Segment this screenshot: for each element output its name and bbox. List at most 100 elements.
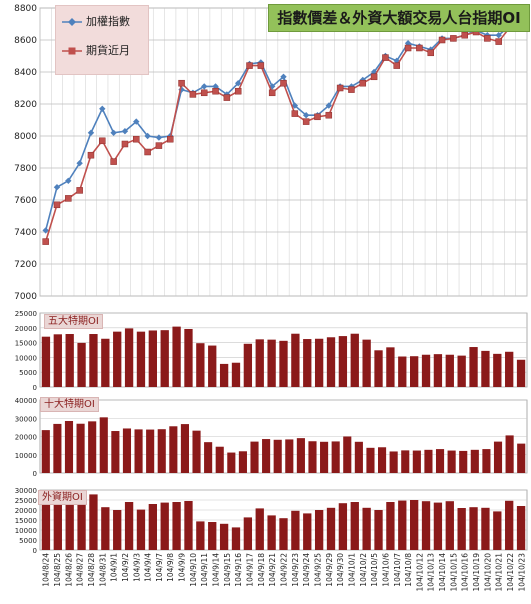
x-tick-label: 104/10/5 — [370, 553, 379, 587]
top10-y-tick-label: 10000 — [15, 452, 37, 460]
foreign-bar — [65, 500, 74, 550]
foreign-bar — [493, 511, 502, 550]
x-tick-label: 104/9/29 — [325, 553, 334, 587]
index-point — [42, 227, 49, 234]
futures-point — [189, 91, 197, 98]
top10-bar — [227, 452, 236, 473]
top5-y-tick-label: 0 — [33, 384, 37, 392]
top5-y-tick-label: 5000 — [19, 369, 37, 377]
x-tick-label: 104/9/2 — [121, 553, 130, 582]
futures-point — [427, 49, 434, 57]
top10-bar — [41, 430, 50, 473]
foreign-bar — [101, 507, 110, 550]
top5-bar — [505, 351, 514, 387]
foreign-bar — [172, 502, 181, 550]
top10-bar — [320, 441, 329, 473]
index-point — [133, 118, 140, 125]
foreign-bar — [516, 506, 526, 550]
top5-bar — [279, 340, 288, 387]
futures-point — [87, 151, 95, 159]
foreign-bar — [148, 504, 157, 550]
top10-bar — [412, 450, 421, 473]
top5-bar — [41, 336, 51, 387]
index-point — [325, 102, 333, 109]
top10-bar — [215, 446, 224, 473]
foreign-bar — [77, 503, 86, 550]
top5-bar — [255, 339, 264, 387]
line-y-tick-label: 7000 — [14, 292, 37, 302]
top10-y-tick-label: 20000 — [15, 434, 37, 442]
top10-bar — [64, 420, 74, 473]
futures-point — [438, 36, 446, 44]
top10-bar — [378, 447, 387, 473]
futures-point — [200, 89, 208, 97]
top5-bar — [148, 330, 157, 387]
futures-point — [450, 35, 457, 42]
x-tick-label: 104/8/24 — [42, 553, 51, 587]
index-point — [99, 105, 106, 112]
line-y-tick-label: 7400 — [14, 228, 37, 238]
index-point — [201, 83, 208, 90]
futures-point — [212, 87, 219, 95]
top5-bar — [314, 338, 324, 387]
top5-bar — [124, 328, 134, 387]
foreign-bar — [386, 502, 395, 550]
futures-point — [280, 79, 287, 87]
foreign-y-tick-label: 5000 — [19, 537, 37, 545]
foreign-bar — [398, 500, 407, 550]
top5-bar — [136, 331, 146, 387]
top5-bar — [493, 353, 502, 387]
index-point — [291, 102, 299, 109]
index-point — [495, 32, 502, 39]
futures-point — [53, 201, 61, 209]
top10-bar — [296, 438, 305, 473]
top10-bar — [401, 450, 410, 473]
x-tick-label: 104/9/4 — [144, 553, 153, 582]
foreign-bar — [374, 510, 383, 550]
foreign-bar — [326, 507, 336, 550]
x-tick-label: 104/8/25 — [53, 553, 62, 587]
top10-bar — [88, 421, 97, 473]
top5-bar — [208, 345, 217, 387]
x-tick-label: 104/10/22 — [506, 553, 515, 592]
line-y-tick-label: 8600 — [14, 36, 37, 46]
index-point — [53, 184, 61, 191]
futures-point — [223, 94, 231, 101]
foreign-y-tick-label: 30000 — [15, 487, 37, 495]
top5-bar — [445, 354, 454, 387]
foreign-bar — [53, 498, 62, 550]
top10-bar — [343, 436, 352, 473]
top5-bar — [65, 334, 74, 387]
foreign-bar — [433, 502, 443, 550]
x-tick-label: 104/9/7 — [155, 553, 164, 582]
index-point — [302, 112, 310, 119]
top10-bar — [354, 441, 363, 473]
sub-chart-title-top10: 十大特期OI — [40, 397, 99, 412]
top5-bar — [362, 339, 371, 387]
x-tick-label: 104/9/8 — [166, 553, 175, 582]
top5-bar — [516, 359, 526, 387]
sub-chart-title-top5: 五大特期OI — [44, 314, 103, 329]
futures-point — [291, 110, 299, 117]
foreign-bar — [231, 527, 241, 550]
legend-line-square-icon — [62, 46, 82, 56]
futures-point — [416, 44, 423, 52]
x-tick-label: 104/10/13 — [427, 553, 436, 592]
futures-point — [461, 31, 468, 39]
index-point — [87, 129, 95, 136]
x-tick-label: 104/8/26 — [64, 553, 73, 587]
x-tick-label: 104/8/27 — [76, 553, 85, 587]
top5-bar — [303, 339, 312, 387]
futures-point — [404, 44, 412, 52]
top5-bar — [386, 347, 395, 387]
futures-point — [382, 54, 389, 61]
top5-bar — [160, 330, 169, 387]
top10-bar — [308, 441, 317, 473]
top5-bar — [231, 362, 241, 387]
x-tick-label: 104/9/10 — [189, 553, 198, 587]
futures-point — [348, 86, 355, 93]
futures-point — [76, 187, 83, 194]
line-y-tick-label: 8800 — [14, 4, 37, 14]
top10-bar — [146, 429, 155, 473]
top5-bar — [469, 347, 478, 387]
